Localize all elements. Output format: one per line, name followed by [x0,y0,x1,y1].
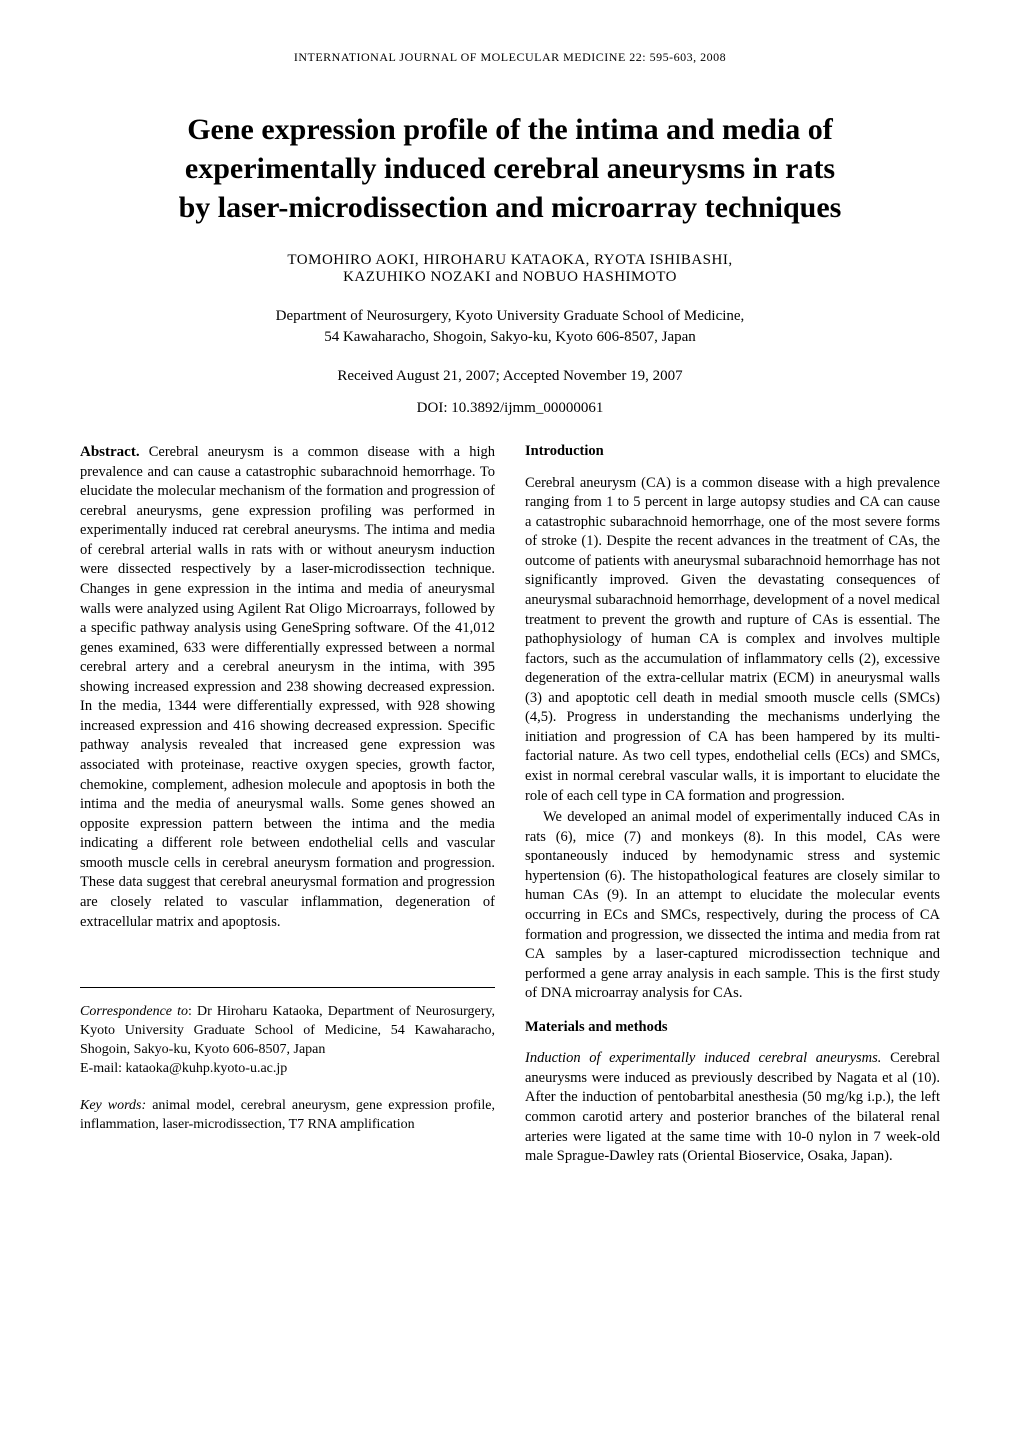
introduction-p2: We developed an animal model of experime… [525,808,940,1004]
affiliation-line-1: Department of Neurosurgery, Kyoto Univer… [276,308,745,324]
title-line-1: Gene expression profile of the intima an… [187,113,833,146]
affiliation-line-2: 54 Kawaharacho, Shogoin, Sakyo-ku, Kyoto… [324,329,696,345]
keywords-heading: Key words: [80,1098,146,1113]
received-accepted-dates: Received August 21, 2007; Accepted Novem… [80,368,940,385]
materials-p1: Induction of experimentally induced cere… [525,1049,940,1166]
abstract-text: Cerebral aneurysm is a common disease wi… [80,444,495,930]
running-head: INTERNATIONAL JOURNAL OF MOLECULAR MEDIC… [80,50,940,65]
doi: DOI: 10.3892/ijmm_00000061 [80,400,940,417]
introduction-heading: Introduction [525,442,940,462]
materials-subheading: Induction of experimentally induced cere… [525,1050,881,1066]
authors: TOMOHIRO AOKI, HIROHARU KATAOKA, RYOTA I… [80,252,940,286]
authors-line-1: TOMOHIRO AOKI, HIROHARU KATAOKA, RYOTA I… [287,252,732,268]
affiliation: Department of Neurosurgery, Kyoto Univer… [80,306,940,348]
keywords-block: Key words: animal model, cerebral aneury… [80,1097,495,1135]
left-column: Abstract. Cerebral aneurysm is a common … [80,442,495,1169]
abstract-heading: Abstract. [80,444,140,460]
title-line-3: by laser-microdissection and microarray … [179,191,842,224]
materials-heading: Materials and methods [525,1018,940,1038]
correspondence-block: Correspondence to: Dr Hiroharu Kataoka, … [80,1003,495,1079]
title-line-2: experimentally induced cerebral aneurysm… [185,152,835,185]
right-column: Introduction Cerebral aneurysm (CA) is a… [525,442,940,1169]
materials-text: Cerebral aneurysms were induced as previ… [525,1050,940,1164]
two-column-body: Abstract. Cerebral aneurysm is a common … [80,442,940,1169]
introduction-p1: Cerebral aneurysm (CA) is a common disea… [525,474,940,807]
authors-line-2: KAZUHIKO NOZAKI and NOBUO HASHIMOTO [343,269,677,285]
correspondence-email: E-mail: kataoka@kuhp.kyoto-u.ac.jp [80,1061,287,1076]
abstract-paragraph: Abstract. Cerebral aneurysm is a common … [80,442,495,932]
correspondence-heading: Correspondence to [80,1004,188,1019]
divider-line [80,987,495,988]
article-title: Gene expression profile of the intima an… [80,110,940,227]
